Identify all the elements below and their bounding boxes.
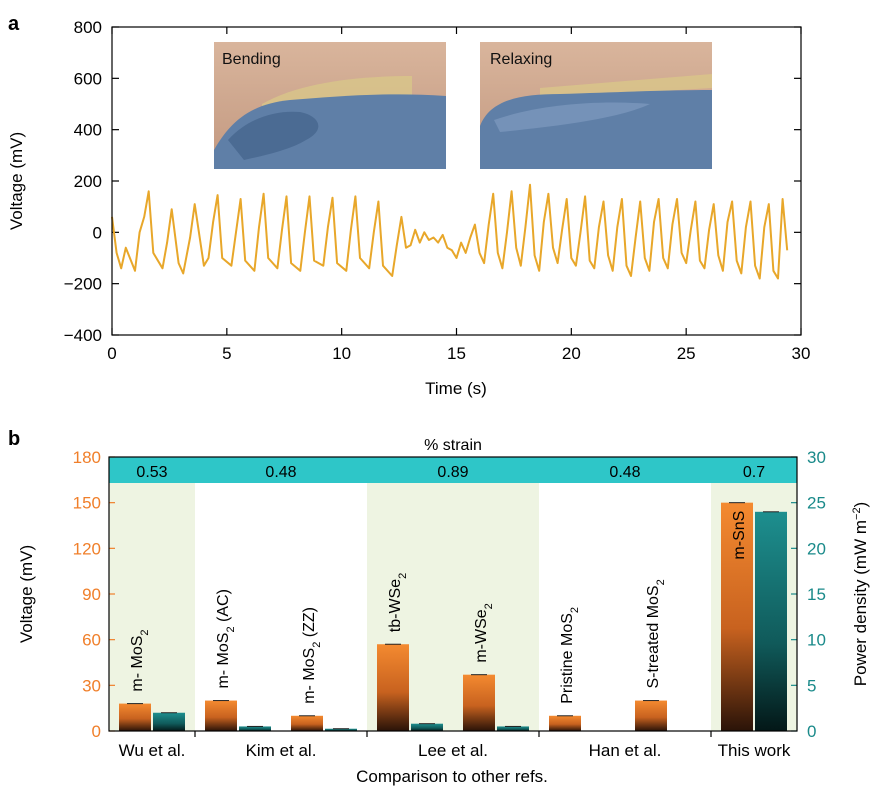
panel-b-left-axis: 0 30 60 90 120 150 180 (73, 448, 115, 741)
power-bar (755, 511, 787, 731)
panel-b-x-axis-title: Comparison to other refs. (356, 767, 548, 786)
bar-category-label: m-SnS (731, 511, 748, 560)
panel-a-x-tick-label: 20 (562, 344, 581, 363)
left-axis-tick-label: 60 (82, 631, 101, 650)
voltage-bar (119, 703, 151, 731)
voltage-bar (463, 674, 495, 731)
panel-a-y-axis: −400 −200 0 200 400 600 800 (64, 18, 801, 345)
photo-bending: Bending (214, 42, 446, 169)
panel-a-y-tick-label: −200 (64, 275, 102, 294)
bars (119, 502, 787, 731)
reference-label: Kim et al. (246, 741, 317, 760)
group-shade (109, 457, 195, 731)
photo-caption-relaxing: Relaxing (490, 51, 552, 68)
panel-a-y-axis-title: Voltage (mV) (7, 132, 26, 230)
panel-a-x-tick-label: 25 (677, 344, 696, 363)
reference-label: Wu et al. (119, 741, 186, 760)
power-bar (325, 728, 357, 731)
photo-relaxing: Relaxing (480, 42, 712, 169)
voltage-bar (291, 715, 323, 731)
right-axis-tick-label: 0 (807, 722, 816, 741)
bar-category-label: tb-WSe2 (387, 573, 409, 632)
panel-b-left-axis-title: Voltage (mV) (17, 545, 36, 643)
bar-category-label: m- MoS2 (ZZ) (301, 607, 323, 704)
left-axis-tick-label: 0 (92, 722, 101, 741)
panel-a-x-tick-label: 10 (332, 344, 351, 363)
reference-labels: Wu et al. Kim et al. Lee et al. Han et al. T… (119, 731, 791, 760)
bar-category-labels: m- MoS2 m- MoS2 (AC) m- MoS2 (ZZ) tb-WSe2 m-… (129, 511, 748, 704)
panel-a-y-tick-label: 200 (74, 172, 102, 191)
photo-caption-bending: Bending (222, 51, 281, 68)
panel-a-y-tick-label: 0 (93, 223, 102, 242)
power-bar (239, 726, 271, 731)
panel-a-y-tick-label: 800 (74, 18, 102, 37)
voltage-bar (721, 502, 753, 731)
panel-a: −400 −200 0 200 400 600 800 0 5 10 15 20 25 30 Bendi… (7, 18, 810, 398)
panel-a-x-tick-label: 5 (222, 344, 231, 363)
bar-category-label: S-treated MoS2 (645, 579, 667, 688)
panel-a-x-tick-label: 30 (792, 344, 811, 363)
reference-label: Han et al. (589, 741, 662, 760)
reference-label: This work (718, 741, 791, 760)
panel-label-b: b (8, 428, 20, 450)
power-bar (153, 712, 185, 731)
voltage-bar (205, 700, 237, 731)
panel-a-x-tick-label: 15 (447, 344, 466, 363)
reference-label: Lee et al. (418, 741, 488, 760)
panel-b-plot-frame (108, 456, 798, 732)
voltage-bar (635, 700, 667, 731)
strain-value: 0.48 (265, 464, 296, 481)
strain-value: 0.89 (437, 464, 468, 481)
panel-a-x-axis-title: Time (s) (425, 379, 487, 398)
panel-a-plot-frame (111, 26, 802, 336)
strain-band (109, 457, 797, 483)
right-axis-tick-label: 5 (807, 676, 816, 695)
bar-category-label: Pristine MoS2 (559, 607, 581, 704)
panel-a-x-tick-label: 0 (107, 344, 116, 363)
bar-category-label: m-WSe2 (473, 603, 495, 662)
right-axis-tick-label: 20 (807, 539, 826, 558)
strain-values: 0.53 0.48 0.89 0.48 0.7 (136, 464, 765, 481)
voltage-bar (377, 644, 409, 731)
bar-category-label: m- MoS2 (AC) (215, 589, 237, 688)
right-axis-tick-label: 15 (807, 585, 826, 604)
reference-group-shading (109, 457, 797, 731)
right-axis-tick-label: 10 (807, 631, 826, 650)
left-axis-tick-label: 30 (82, 676, 101, 695)
panel-a-y-tick-label: 400 (74, 121, 102, 140)
panel-a-y-tick-label: −400 (64, 326, 102, 345)
strain-value: 0.7 (743, 464, 765, 481)
panel-a-y-tick-label: 600 (74, 69, 102, 88)
power-bar (411, 723, 443, 731)
voltage-bar (549, 715, 581, 731)
left-axis-tick-label: 180 (73, 448, 101, 467)
left-axis-tick-label: 120 (73, 539, 101, 558)
left-axis-tick-label: 150 (73, 494, 101, 513)
voltage-series-line (111, 183, 789, 280)
strain-value: 0.53 (136, 464, 167, 481)
bar-category-label: m- MoS2 (129, 629, 151, 691)
panel-b-right-axis: 0 5 10 15 20 25 30 (791, 448, 826, 741)
strain-value: 0.48 (609, 464, 640, 481)
right-axis-tick-label: 25 (807, 494, 826, 513)
strain-title: % strain (424, 437, 482, 454)
power-bar (497, 726, 529, 731)
left-axis-tick-label: 90 (82, 585, 101, 604)
panel-label-a: a (8, 13, 20, 35)
panel-b-right-axis-title: Power density (mW m−2) (851, 502, 870, 686)
right-axis-tick-label: 30 (807, 448, 826, 467)
panel-a-x-axis: 0 5 10 15 20 25 30 (107, 27, 810, 363)
